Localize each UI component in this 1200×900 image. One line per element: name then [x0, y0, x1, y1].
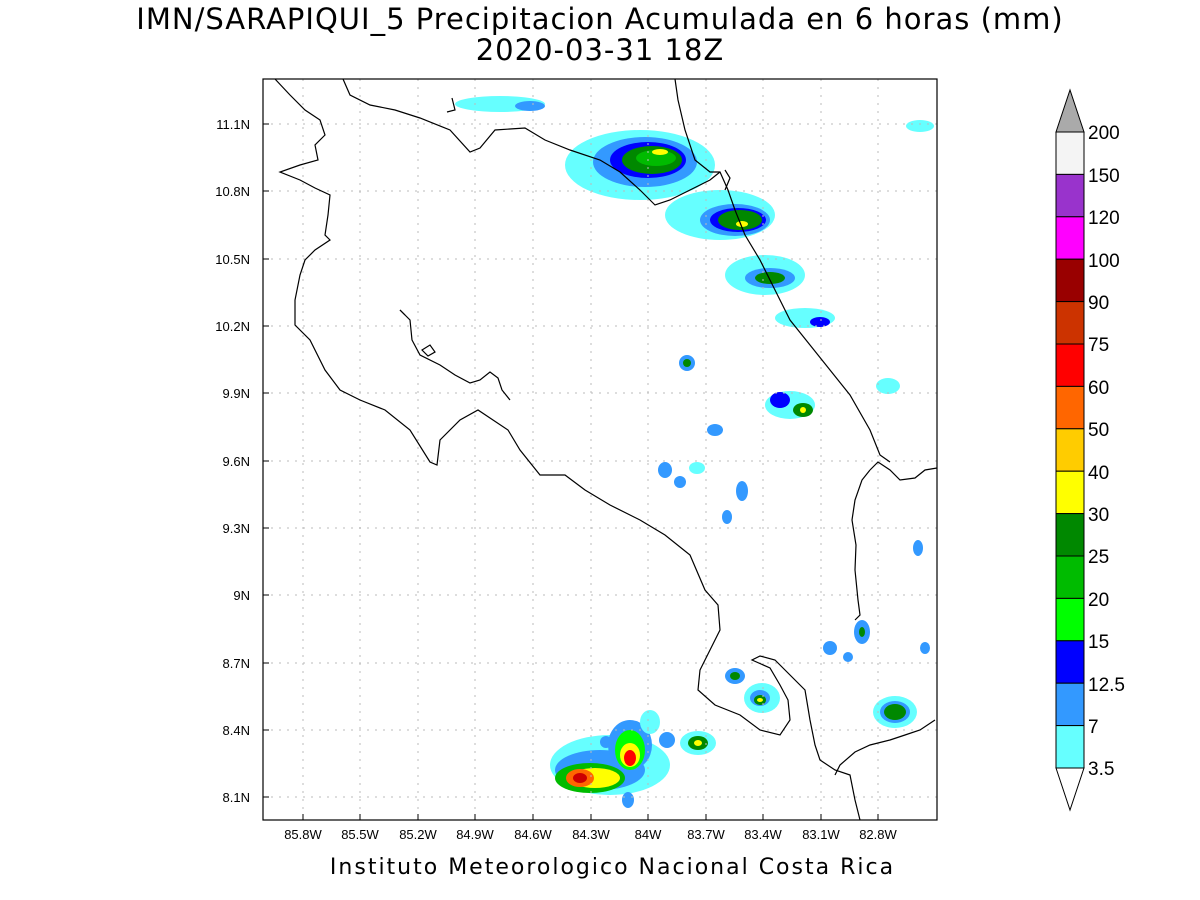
colorbar-bottom-arrow [1055, 767, 1085, 812]
colorbar-swatch [1055, 555, 1085, 599]
colorbar-swatch [1055, 258, 1085, 303]
lon-label: 84.9W [456, 827, 494, 842]
footer-credit: Instituto Meteorologico Nacional Costa R… [329, 855, 896, 880]
colorbar-swatch [1055, 470, 1085, 515]
colorbar-swatch [1055, 640, 1085, 684]
axis-ticks [263, 123, 879, 820]
colorbar-swatch [1055, 173, 1085, 218]
colorbar-label: 50 [1088, 420, 1109, 441]
colorbar-label: 90 [1088, 293, 1109, 314]
map-date: 2020-03-31 18Z [475, 33, 725, 67]
lat-label: 8.1N [223, 790, 250, 805]
lon-label: 85.5W [341, 827, 379, 842]
colorbar-label: 120 [1088, 208, 1120, 229]
map-frame [262, 78, 938, 821]
lat-label: 8.4N [223, 723, 250, 738]
lon-label: 85.8W [284, 827, 322, 842]
lon-label: 83.4W [744, 827, 782, 842]
colorbar-label: 3.5 [1088, 759, 1114, 780]
longitude-labels: 85.8W 85.5W 85.2W 84.9W 84.6W 84.3W 84W … [284, 827, 897, 842]
lat-label: 10.8N [215, 184, 250, 199]
colorbar-label: 40 [1088, 463, 1109, 484]
lon-label: 83.7W [687, 827, 725, 842]
colorbar-label: 60 [1088, 378, 1109, 399]
colorbar-swatch [1055, 301, 1085, 345]
colorbar-top-arrow [1055, 88, 1085, 133]
precipitation-field [455, 96, 934, 808]
lon-label: 82.8W [859, 827, 897, 842]
coastlines [274, 78, 938, 821]
lat-label: 8.7N [223, 656, 250, 671]
lat-label: 9.6N [223, 454, 250, 469]
colorbar-label: 15 [1088, 632, 1109, 653]
colorbar-swatch [1055, 131, 1085, 175]
colorbar-label: 150 [1088, 166, 1120, 187]
colorbar-swatch [1055, 725, 1085, 769]
colorbar-swatch [1055, 385, 1085, 430]
lat-label: 9N [233, 588, 250, 603]
grid-lines [263, 79, 937, 820]
lon-label: 85.2W [399, 827, 437, 842]
colorbar-swatch [1055, 428, 1085, 472]
lat-label: 10.2N [215, 319, 250, 334]
colorbar-swatch [1055, 682, 1085, 727]
lat-label: 9.9N [223, 386, 250, 401]
lat-label: 11.1N [216, 117, 250, 132]
latitude-labels: 11.1N 10.8N 10.5N 10.2N 9.9N 9.6N 9.3N 9… [215, 117, 250, 805]
colorbar-label: 30 [1088, 505, 1109, 526]
colorbar-label: 7 [1088, 717, 1099, 738]
lon-label: 83.1W [802, 827, 840, 842]
colorbar-swatch [1055, 216, 1085, 260]
colorbar-swatch [1055, 597, 1085, 642]
colorbar-label: 75 [1088, 335, 1109, 356]
lat-label: 9.3N [223, 521, 250, 536]
colorbar: 200 150 120 100 90 75 60 50 40 30 25 20 … [1055, 88, 1125, 812]
colorbar-label: 100 [1088, 251, 1120, 272]
map-title: IMN/SARAPIQUI_5 Precipitacion Acumulada … [136, 2, 1064, 36]
lon-label: 84.3W [572, 827, 610, 842]
colorbar-label: 20 [1088, 590, 1109, 611]
colorbar-swatch [1055, 513, 1085, 557]
colorbar-label: 25 [1088, 547, 1109, 568]
lon-label: 84W [635, 827, 662, 842]
colorbar-label: 200 [1088, 123, 1120, 144]
colorbar-labels: 200 150 120 100 90 75 60 50 40 30 25 20 … [1088, 123, 1125, 780]
lon-label: 84.6W [514, 827, 552, 842]
lat-label: 10.5N [215, 252, 250, 267]
colorbar-swatch [1055, 343, 1085, 387]
colorbar-label: 12.5 [1088, 675, 1125, 696]
